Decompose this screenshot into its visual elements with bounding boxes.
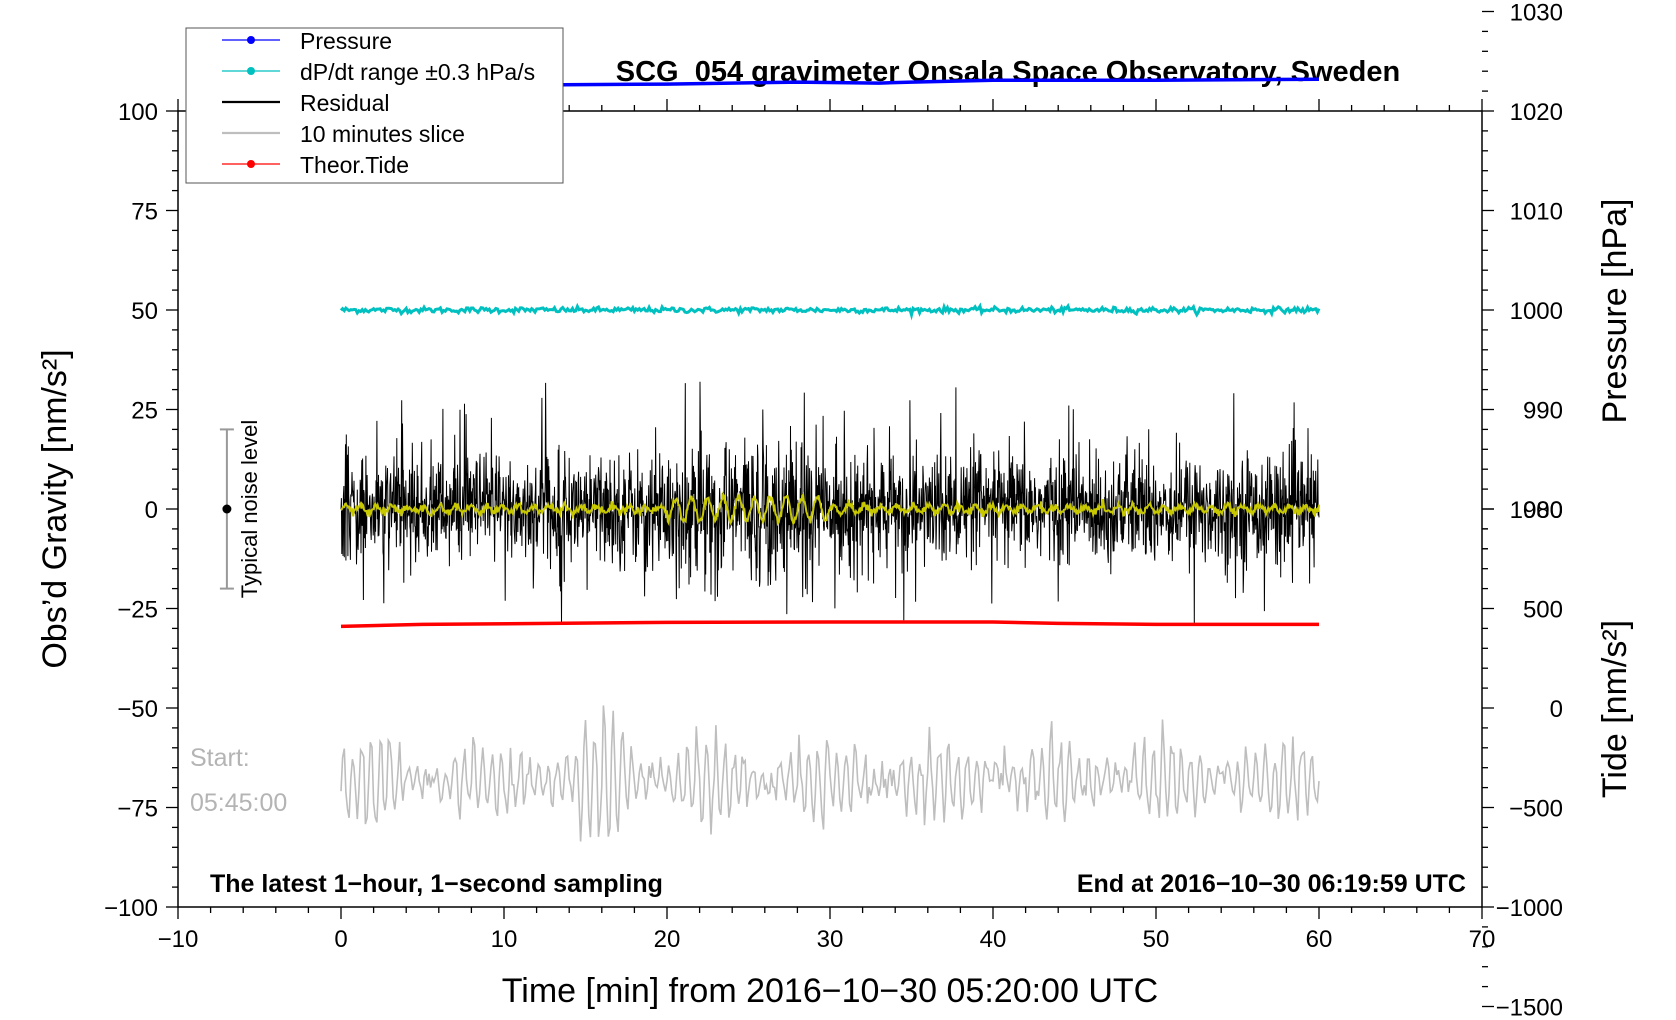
noise-indicator: Typical noise level: [219, 420, 262, 599]
legend-item-residual: Residual: [222, 90, 390, 116]
y-axis-label-left: Obs’d Gravity [nm/s²]: [36, 349, 74, 668]
bottom-right-note: End at 2016−10−30 06:19:59 UTC: [1077, 870, 1466, 898]
tide-tick-label: 1000: [1510, 497, 1563, 524]
legend-marker: [247, 67, 255, 75]
y-tick-label: 100: [118, 99, 158, 126]
pressure-tick-labels: 1030 1020 1010 1000 990 980: [1510, 0, 1563, 524]
legend-item-pressure: Pressure: [222, 28, 392, 54]
x-tick-label: 30: [817, 926, 844, 953]
legend-box: [185, 27, 564, 184]
x-tick-label: 60: [1306, 926, 1333, 953]
y-tick-label: 50: [131, 298, 158, 325]
legend-marker: [247, 36, 255, 44]
legend-marker: [247, 160, 255, 168]
start-label: Start:: [190, 744, 250, 772]
dpdt-series-line: [339, 302, 1321, 321]
x-tick-labels: −10 0 10 20 30 40 50 60 70: [158, 926, 1496, 953]
x-tick-label: −10: [158, 926, 199, 953]
pressure-tick-label: 990: [1523, 398, 1563, 425]
y-tick-label: 75: [131, 199, 158, 226]
x-tick-label: 10: [491, 926, 518, 953]
tide-tick-label: −1500: [1496, 995, 1563, 1020]
pressure-tick-label: 1000: [1510, 298, 1563, 325]
x-axis-label: Time [min] from 2016−10−30 05:20:00 UTC: [502, 972, 1158, 1010]
residual-series-line: [340, 381, 1320, 624]
residual-smoothed-line: [340, 491, 1320, 527]
noise-center-dot: [222, 504, 232, 514]
tide-tick-label: 500: [1523, 597, 1563, 624]
slice-series-line: [340, 705, 1320, 842]
x-tick-label: 70: [1469, 926, 1496, 953]
y-tick-label: −25: [117, 597, 158, 624]
y-tick-label: −75: [117, 796, 158, 823]
tide-tick-label: 0: [1550, 696, 1563, 723]
legend-label: Theor.Tide: [300, 152, 409, 178]
y-tick-label: −100: [104, 895, 158, 922]
legend: Pressure dP/dt range ±0.3 hPa/s Residual…: [185, 27, 564, 184]
legend-label: 10 minutes slice: [300, 121, 465, 147]
y-tick-label: 0: [145, 497, 158, 524]
start-time: 05:45:00: [190, 789, 287, 817]
y-tick-label: −50: [117, 696, 158, 723]
legend-label: dP/dt range ±0.3 hPa/s: [300, 59, 535, 85]
pressure-tick-label: 980: [1523, 497, 1563, 524]
pressure-tick-label: 1030: [1510, 0, 1563, 27]
x-tick-label: 40: [980, 926, 1007, 953]
tide-tick-labels: 1000 500 0 −500 −1000 −1500: [1496, 497, 1563, 1020]
y-tick-labels: 100 75 50 25 0 −25 −50 −75 −100: [104, 99, 158, 922]
pressure-tick-label: 1020: [1510, 99, 1563, 126]
legend-item-slice: 10 minutes slice: [222, 121, 465, 147]
noise-label: Typical noise level: [237, 420, 262, 599]
bottom-left-note: The latest 1−hour, 1−second sampling: [210, 870, 663, 898]
tide-tick-label: −500: [1509, 796, 1563, 823]
legend-item-dpdt: dP/dt range ±0.3 hPa/s: [222, 59, 535, 85]
y-axis-label-pressure: Pressure [hPa]: [1596, 199, 1634, 424]
pressure-tick-label: 1010: [1510, 199, 1563, 226]
x-tick-label: 0: [334, 926, 347, 953]
y-axis-label-tide: Tide [nm/s²]: [1596, 620, 1634, 798]
x-tick-label: 20: [654, 926, 681, 953]
x-tick-label: 50: [1143, 926, 1170, 953]
legend-label: Pressure: [300, 28, 392, 54]
y-tick-label: 25: [131, 398, 158, 425]
tide-tick-label: −1000: [1496, 895, 1563, 922]
legend-item-theor-tide: Theor.Tide: [222, 152, 409, 178]
tide-series-line: [340, 620, 1319, 629]
legend-label: Residual: [300, 90, 390, 116]
